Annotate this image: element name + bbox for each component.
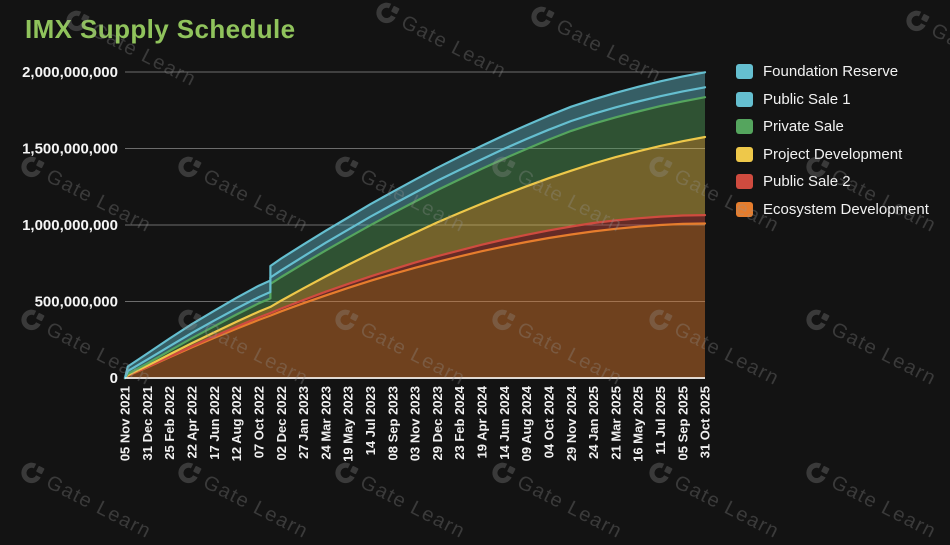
legend-label: Foundation Reserve [763, 63, 899, 80]
y-tick-label: 0 [110, 370, 118, 387]
x-tick-label: 19 May 2023 [341, 386, 356, 462]
legend-label: Public Sale 2 [763, 173, 851, 191]
x-tick-label: 31 Dec 2021 [140, 386, 155, 460]
chart-legend: Foundation Reserve Public Sale 1 Private S… [736, 64, 929, 230]
x-tick-label: 17 Jun 2022 [207, 386, 222, 460]
legend-item-foundation-reserve: Foundation Reserve [736, 64, 929, 79]
x-tick-label: 23 Feb 2024 [452, 385, 467, 459]
x-tick-label: 14 Jun 2024 [497, 385, 512, 459]
chart-title: IMX Supply Schedule [25, 14, 296, 44]
x-tick-label: 02 Dec 2022 [274, 386, 289, 460]
legend-swatch-private-sale [736, 119, 753, 135]
series-line-private-sale [123, 96, 707, 380]
legend-swatch-public-sale-2 [736, 174, 753, 190]
x-tick-label: 05 Sep 2025 [675, 386, 690, 460]
legend-swatch-project-development [736, 146, 753, 162]
x-tick-label: 09 Aug 2024 [519, 385, 534, 461]
series-line-project-development [123, 135, 707, 380]
legend-swatch-ecosystem-development [736, 201, 753, 217]
series-band-project-development [125, 137, 705, 378]
series-line-foundation-reserve [123, 71, 707, 380]
series-band-ecosystem-development [125, 223, 705, 378]
y-tick-label: 2,000,000,000 [22, 64, 118, 81]
x-tick-label: 07 Oct 2022 [251, 386, 266, 458]
x-tick-label: 05 Nov 2021 [118, 386, 133, 461]
y-tick-label: 1,000,000,000 [22, 217, 118, 234]
x-tick-label: 29 Dec 2023 [430, 386, 445, 460]
x-tick-label: 21 Mar 2025 [608, 386, 623, 460]
x-tick-label: 19 Apr 2024 [474, 385, 489, 458]
series-line-public-sale-2 [123, 214, 707, 380]
legend-label: Ecosystem Development [763, 200, 929, 218]
legend-swatch-public-sale-1 [736, 91, 753, 107]
legend-label: Private Sale [763, 118, 844, 136]
x-tick-label: 25 Feb 2022 [162, 386, 177, 460]
x-tick-label: 24 Jan 2025 [586, 386, 601, 459]
x-tick-label: 12 Aug 2022 [229, 386, 244, 461]
x-tick-label: 11 Jul 2025 [653, 386, 668, 455]
y-tick-label: 500,000,000 [35, 294, 118, 311]
x-tick-label: 08 Sep 2023 [385, 386, 400, 460]
legend-item-project-development: Project Development [736, 145, 929, 163]
x-tick-label: 03 Nov 2023 [408, 386, 423, 461]
legend-item-public-sale-2: Public Sale 2 [736, 173, 929, 191]
x-tick-label: 31 Oct 2025 [698, 386, 713, 458]
series-line-public-sale-1 [123, 86, 707, 380]
legend-item-private-sale: Private Sale [736, 118, 929, 136]
x-tick-label: 24 Mar 2023 [318, 386, 333, 460]
y-tick-label: 1,500,000,000 [22, 141, 118, 158]
x-tick-label: 29 Nov 2024 [564, 385, 579, 461]
supply-schedule-chart: 2,000,000,000 1,500,000,000 1,000,000,000 5… [22, 64, 713, 462]
legend-label: Public Sale 1 [763, 90, 851, 108]
x-tick-label: 04 Oct 2024 [541, 385, 556, 458]
x-tick-label: 16 May 2025 [631, 386, 646, 462]
legend-item-ecosystem-development: Ecosystem Development [736, 200, 929, 218]
series-band-private-sale [125, 97, 705, 378]
legend-label: Project Development [763, 145, 903, 163]
legend-item-public-sale-1: Public Sale 1 [736, 90, 929, 108]
x-tick-label: 27 Jan 2023 [296, 386, 311, 459]
x-tick-label: 14 Jul 2023 [363, 386, 378, 455]
x-tick-label: 22 Apr 2022 [184, 386, 199, 459]
series-line-ecosystem-development [123, 222, 707, 380]
legend-swatch-foundation-reserve [736, 64, 753, 79]
